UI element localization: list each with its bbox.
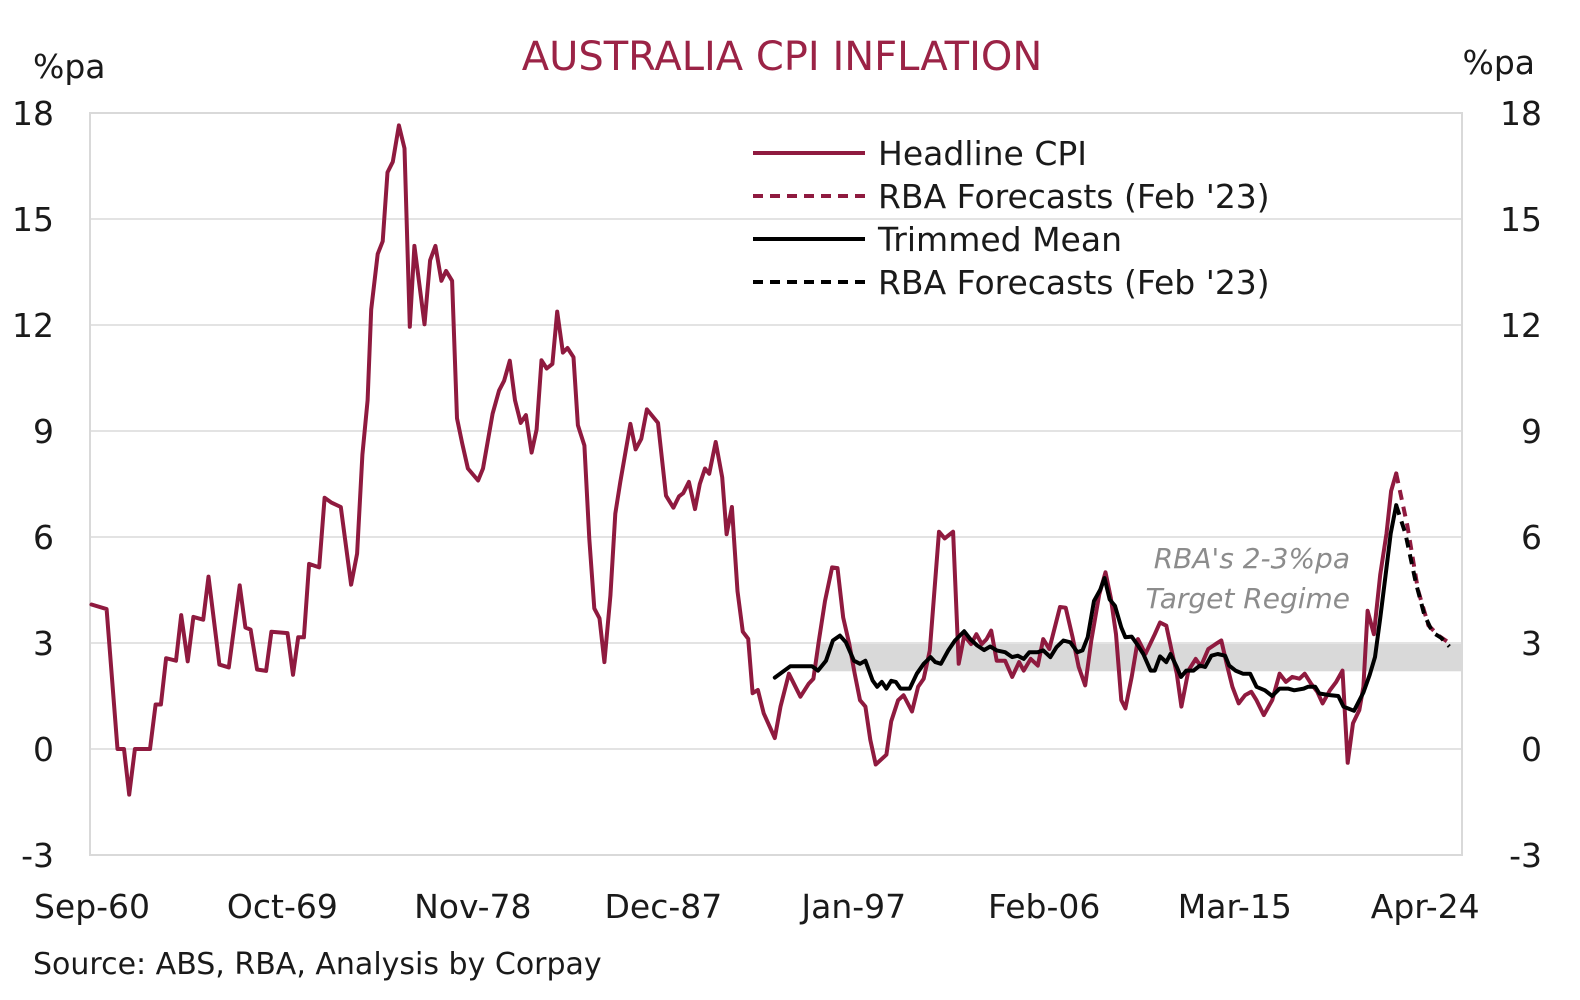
y-tick-label-left: 9 <box>33 412 54 451</box>
y-tick-label-left: 6 <box>33 518 54 557</box>
target-annotation-line-1: RBA's 2-3%pa <box>1154 542 1350 575</box>
y-tick-label-left: 15 <box>12 200 54 239</box>
x-tick-label: Apr-24 <box>1371 887 1480 926</box>
x-tick-label: Feb-06 <box>988 887 1100 926</box>
headline-cpi-line <box>89 123 1399 797</box>
y-axis-label-left: %pa <box>33 47 106 86</box>
y-tick-label-left: 0 <box>33 730 54 769</box>
y-tick-label-left: -3 <box>21 836 54 875</box>
legend-headline-forecast: RBA Forecasts (Feb '23) <box>753 177 1270 216</box>
y-tick-label-right: 0 <box>1521 730 1542 769</box>
y-tick-label-left: 3 <box>33 624 54 663</box>
legend-trimmed-mean: Trimmed Mean <box>753 220 1122 259</box>
legend-label: RBA Forecasts (Feb '23) <box>878 177 1270 216</box>
plot-frame <box>89 112 1463 856</box>
x-tick-label: Dec-87 <box>605 887 723 926</box>
y-tick-label-right: 18 <box>1500 94 1542 133</box>
legend-label: Headline CPI <box>878 134 1087 173</box>
y-tick-label-right: -3 <box>1509 836 1542 875</box>
x-tick-label: Nov-78 <box>414 887 531 926</box>
trimmed-mean-line <box>772 503 1399 713</box>
y-tick-label-right: 12 <box>1500 306 1542 345</box>
trimmed-mean-forecast-line <box>1394 504 1451 648</box>
y-tick-label-right: 3 <box>1521 624 1542 663</box>
legend-label: Trimmed Mean <box>877 220 1122 259</box>
y-axis-label-right: %pa <box>1462 43 1535 82</box>
legend-headline-cpi: Headline CPI <box>753 134 1087 173</box>
y-tick-label-left: 18 <box>12 94 54 133</box>
headline-forecast-line <box>1394 472 1451 645</box>
x-tick-label: Sep-60 <box>34 887 150 926</box>
x-tick-label: Oct-69 <box>227 887 338 926</box>
y-tick-label-left: 12 <box>12 306 54 345</box>
source-note: Source: ABS, RBA, Analysis by Corpay <box>33 947 602 982</box>
legend-label: RBA Forecasts (Feb '23) <box>878 263 1270 302</box>
y-tick-label-right: 15 <box>1500 200 1542 239</box>
target-annotation-line-2: Target Regime <box>1146 582 1350 615</box>
x-tick-label: Mar-15 <box>1178 887 1292 926</box>
y-tick-label-right: 6 <box>1521 518 1542 557</box>
x-tick-label: Jan-97 <box>799 887 906 926</box>
y-tick-label-right: 9 <box>1521 412 1542 451</box>
chart-title: AUSTRALIA CPI INFLATION <box>522 34 1043 80</box>
legend-trimmed-forecast: RBA Forecasts (Feb '23) <box>753 263 1270 302</box>
